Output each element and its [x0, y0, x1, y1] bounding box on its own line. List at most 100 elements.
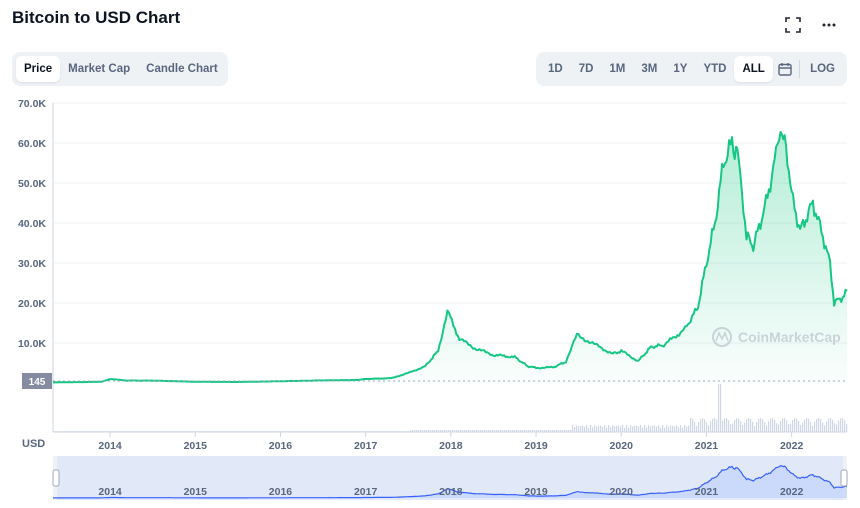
- volume-bar: [640, 425, 642, 432]
- log-scale-button[interactable]: LOG: [810, 63, 835, 75]
- volume-bar: [284, 431, 286, 432]
- volume-bar: [682, 427, 684, 432]
- volume-bar: [408, 431, 410, 432]
- tab-candle-chart[interactable]: Candle Chart: [146, 63, 218, 75]
- volume-bar: [440, 430, 442, 432]
- volume-bar: [214, 431, 216, 432]
- volume-bar: [578, 426, 580, 432]
- volume-bar: [150, 431, 152, 432]
- fullscreen-icon[interactable]: [782, 14, 804, 36]
- chart-type-tabs: Price Market Cap Candle Chart: [12, 52, 228, 86]
- volume-bar: [708, 425, 710, 432]
- volume-bar: [400, 431, 402, 432]
- range-1m-button[interactable]: 1M: [609, 63, 626, 75]
- volume-bar: [422, 430, 424, 432]
- tab-market-cap[interactable]: Market Cap: [68, 63, 131, 75]
- volume-bar: [734, 420, 736, 432]
- volume-bar: [542, 430, 544, 432]
- volume-bar: [126, 431, 128, 432]
- volume-bar: [156, 431, 158, 432]
- volume-bar: [750, 418, 752, 432]
- volume-bar: [690, 418, 692, 432]
- volume-bar: [732, 423, 734, 432]
- volume-bar: [786, 420, 788, 432]
- volume-bar: [160, 431, 162, 432]
- volume-bar: [86, 431, 88, 432]
- volume-bar: [80, 431, 82, 432]
- y-tick-label: 40.0K: [18, 218, 46, 230]
- volume-bar: [154, 431, 156, 432]
- volume-bar: [528, 430, 530, 432]
- start-price-badge: 145: [22, 373, 52, 389]
- volume-bar: [316, 431, 318, 432]
- volume-bar: [614, 426, 616, 432]
- volume-bar: [266, 431, 268, 432]
- x-tick-label: 2015: [184, 440, 208, 452]
- volume-bar: [254, 431, 256, 432]
- volume-bar: [796, 418, 798, 432]
- volume-bar: [54, 431, 56, 432]
- x-tick-label: 2017: [354, 440, 378, 452]
- volume-bar: [280, 431, 282, 432]
- volume-bar: [666, 425, 668, 432]
- navigator[interactable]: 2014 2015 2016 2017 2018 2019 2020 2021 2022: [52, 456, 848, 500]
- x-tick-label: 2020: [610, 440, 634, 452]
- volume-bar: [792, 420, 794, 432]
- volume-bar: [810, 421, 812, 432]
- volume-bar: [314, 431, 316, 432]
- volume-bar: [598, 425, 600, 432]
- volume-bar: [166, 431, 168, 432]
- volume-bar: [790, 423, 792, 432]
- volume-bar: [444, 430, 446, 432]
- volume-bar: [468, 430, 470, 432]
- volume-bar: [552, 430, 554, 432]
- more-icon[interactable]: [818, 14, 840, 36]
- volume-bar: [380, 431, 382, 432]
- volume-bar: [842, 418, 844, 432]
- navigator-tick-label: 2015: [184, 486, 208, 498]
- volume-bar: [754, 425, 756, 432]
- volume-bar: [484, 430, 486, 432]
- coinmarketcap-logo: CoinMarketCap: [712, 327, 841, 347]
- volume-bar: [746, 419, 748, 432]
- volume-bar: [726, 418, 728, 432]
- volume-bar: [738, 418, 740, 432]
- volume-bar: [318, 431, 320, 432]
- range-ytd-button[interactable]: YTD: [703, 63, 727, 75]
- volume-bar: [286, 431, 288, 432]
- volume-bar: [190, 431, 192, 432]
- y-tick-label: 30.0K: [18, 258, 46, 270]
- volume-bar: [686, 426, 688, 432]
- volume-bar: [320, 431, 322, 432]
- volume-bar: [574, 427, 576, 432]
- volume-bar: [680, 425, 682, 432]
- volume-bar: [394, 431, 396, 432]
- volume-bar: [780, 420, 782, 432]
- volume-bar: [326, 431, 328, 432]
- volume-bar: [140, 431, 142, 432]
- range-1d-button[interactable]: 1D: [548, 63, 563, 75]
- volume-bar: [478, 430, 480, 432]
- range-1y-button[interactable]: 1Y: [673, 63, 688, 75]
- volume-bar: [674, 426, 676, 432]
- volume-bar: [120, 431, 122, 432]
- volume-bar: [648, 425, 650, 432]
- x-tick-label: 2018: [439, 440, 463, 452]
- volume-bar: [60, 431, 62, 432]
- x-tick-label: 2021: [695, 440, 719, 452]
- navigator-right-handle[interactable]: [840, 469, 848, 487]
- tab-price[interactable]: Price: [16, 56, 61, 82]
- range-all-button[interactable]: ALL: [734, 56, 773, 82]
- volume-bar: [206, 431, 208, 432]
- range-7d-button[interactable]: 7D: [578, 63, 594, 75]
- calendar-icon[interactable]: [773, 56, 797, 82]
- volume-bar: [312, 431, 314, 432]
- volume-bar: [596, 426, 598, 432]
- volume-bar: [262, 431, 264, 432]
- volume-bar: [134, 431, 136, 432]
- y-tick-label: 60.0K: [18, 138, 46, 150]
- divider: [799, 60, 801, 78]
- navigator-left-handle[interactable]: [52, 469, 60, 487]
- volume-bar: [274, 431, 276, 432]
- range-3m-button[interactable]: 3M: [641, 63, 658, 75]
